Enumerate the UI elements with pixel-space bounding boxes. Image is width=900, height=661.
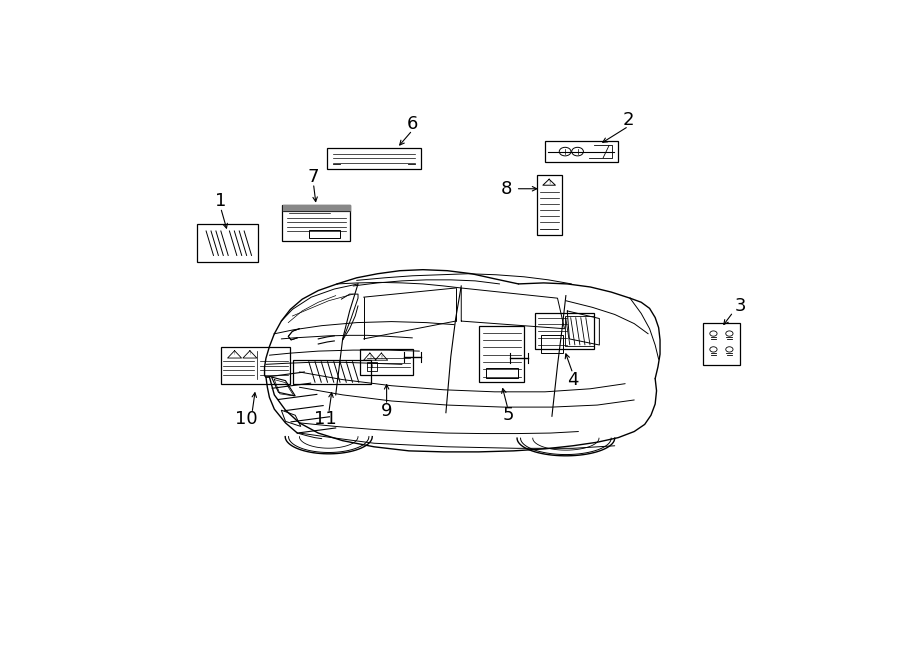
Bar: [703, 323, 740, 365]
Text: 3: 3: [734, 297, 746, 315]
Text: !: !: [548, 180, 550, 185]
Bar: [361, 348, 413, 375]
Text: 9: 9: [381, 402, 392, 420]
Bar: [544, 141, 617, 162]
Text: i: i: [371, 364, 373, 369]
Text: 6: 6: [407, 115, 418, 133]
Bar: [535, 313, 594, 349]
Bar: [536, 175, 562, 235]
Text: 7: 7: [308, 168, 320, 186]
Bar: [366, 362, 377, 371]
Bar: [479, 326, 525, 382]
Bar: [220, 347, 291, 383]
Bar: [197, 224, 258, 262]
Bar: [541, 335, 563, 353]
Text: 2: 2: [623, 111, 634, 129]
Text: !: !: [381, 354, 382, 360]
Bar: [282, 204, 350, 241]
Text: !: !: [249, 352, 251, 356]
Bar: [565, 316, 593, 346]
Text: !: !: [234, 352, 236, 356]
Bar: [486, 368, 518, 377]
Text: 1: 1: [215, 192, 226, 210]
Text: 4: 4: [567, 371, 579, 389]
Text: 8: 8: [501, 180, 512, 198]
Text: !: !: [369, 354, 371, 360]
Text: 5: 5: [502, 407, 514, 424]
Bar: [309, 230, 340, 238]
Bar: [327, 147, 421, 169]
Text: 11: 11: [314, 410, 337, 428]
Bar: [293, 360, 372, 384]
Polygon shape: [288, 329, 300, 340]
Text: 10: 10: [235, 410, 257, 428]
